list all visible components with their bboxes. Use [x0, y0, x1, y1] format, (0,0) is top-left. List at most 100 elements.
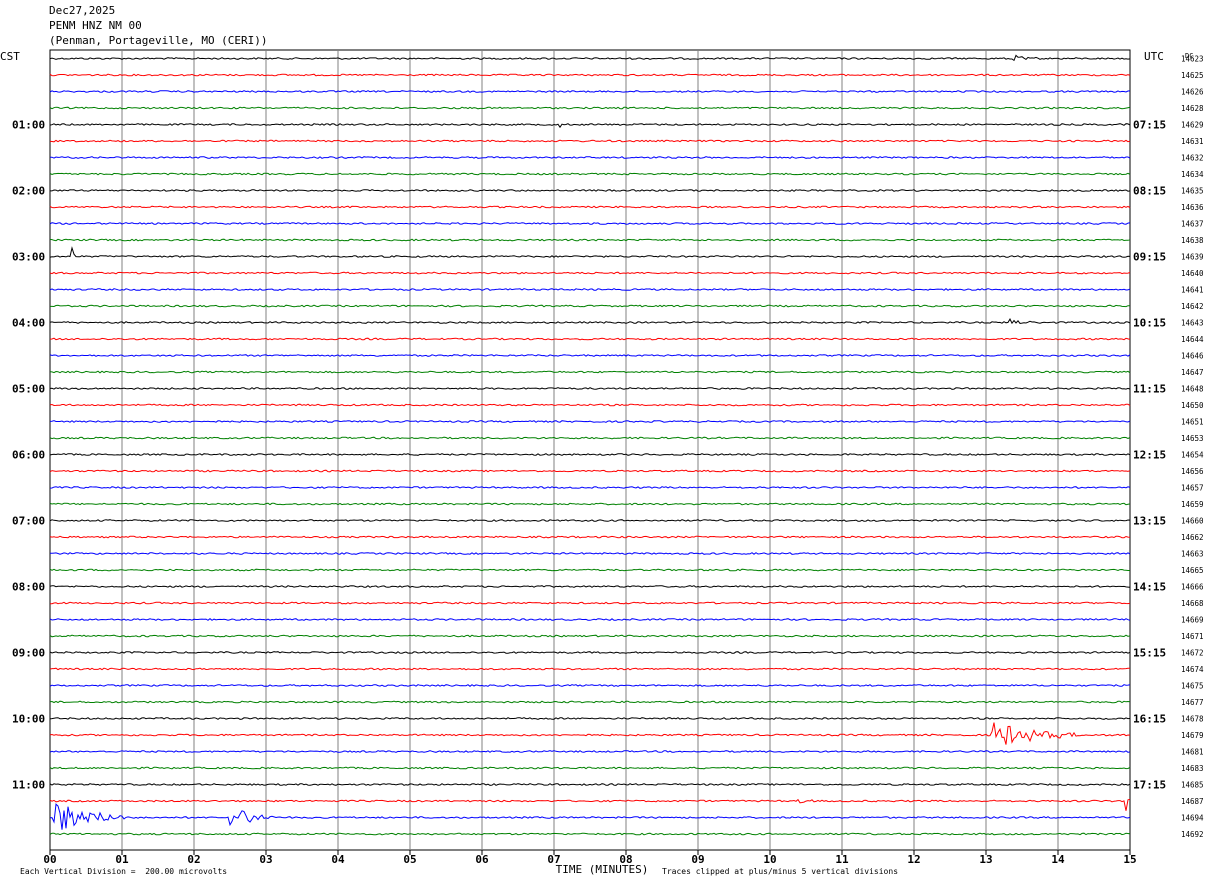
seismic-trace	[49, 568, 1130, 572]
footer-clip-note: Traces clipped at plus/minus 5 vertical …	[662, 867, 899, 876]
seismic-trace	[49, 354, 1131, 357]
seismic-trace	[49, 222, 1131, 225]
seismic-trace	[49, 123, 1131, 129]
dc-value-label: 14637	[1181, 220, 1204, 229]
x-tick-label: 13	[979, 853, 992, 866]
dc-value-label: 14671	[1181, 632, 1204, 641]
x-tick-label: 00	[43, 853, 56, 866]
seismic-trace	[49, 469, 1131, 473]
seismic-trace	[49, 684, 1131, 687]
seismic-trace	[49, 90, 1131, 93]
dc-value-label: 14641	[1181, 286, 1204, 295]
plot-frame	[49, 49, 1131, 851]
seismic-trace	[49, 783, 1131, 786]
utc-hour-label: 16:15	[1133, 713, 1166, 726]
x-tick-label: 14	[1051, 853, 1065, 866]
dc-value-label: 14648	[1181, 385, 1204, 394]
dc-value-label: 14656	[1181, 467, 1204, 476]
x-tick-label: 09	[691, 853, 704, 866]
dc-value-label: 14632	[1181, 154, 1204, 163]
cst-hour-label: 09:00	[12, 647, 45, 660]
cst-hour-label: 11:00	[12, 779, 45, 792]
seismic-trace	[49, 106, 1131, 110]
dc-value-label: 14635	[1181, 187, 1204, 196]
seismic-trace	[49, 651, 1131, 654]
dc-value-label: 14640	[1181, 269, 1204, 278]
seismic-trace	[49, 288, 1131, 291]
seismic-trace	[49, 601, 1131, 605]
dc-value-label: 14687	[1181, 797, 1204, 806]
seismic-trace	[50, 552, 1131, 555]
x-tick-label: 11	[835, 853, 849, 866]
seismic-trace	[49, 271, 1131, 275]
seismic-trace	[49, 722, 1131, 745]
dc-value-label: 14666	[1181, 583, 1204, 592]
cst-hour-label: 03:00	[12, 251, 45, 264]
dc-value-label: 14628	[1181, 104, 1204, 113]
dc-value-label: 14694	[1181, 814, 1204, 823]
seismic-trace	[49, 420, 1131, 423]
seismic-trace	[49, 436, 1131, 440]
dc-value-label: 14653	[1181, 434, 1204, 443]
dc-value-label: 14675	[1181, 682, 1204, 691]
dc-value-label: 14677	[1181, 698, 1204, 707]
date-label: Dec27,2025	[49, 4, 116, 17]
cst-hour-label: 10:00	[12, 713, 45, 726]
dc-value-label: 14636	[1181, 203, 1204, 212]
dc-value-label: 14663	[1181, 550, 1204, 559]
seismic-trace	[49, 453, 1131, 456]
dc-value-label: 14631	[1181, 137, 1204, 146]
utc-hour-label: 07:15	[1133, 119, 1166, 132]
seismic-trace	[49, 156, 1131, 159]
seismic-trace	[49, 700, 1131, 704]
seismic-trace	[49, 318, 1131, 325]
utc-hour-label: 08:15	[1133, 185, 1166, 198]
dc-value-label: 14657	[1181, 484, 1204, 493]
dc-value-label: 14679	[1181, 731, 1204, 740]
dc-value-label: 14662	[1181, 533, 1204, 542]
dc-value-label: 14625	[1181, 71, 1204, 80]
seismic-trace	[49, 403, 1131, 407]
utc-hour-label: 09:15	[1133, 251, 1166, 264]
dc-value-label: 14665	[1181, 566, 1204, 575]
utc-hour-label: 12:15	[1133, 449, 1166, 462]
seismic-trace	[49, 667, 1130, 671]
utc-zone-label: UTC	[1144, 50, 1164, 63]
seismic-trace	[49, 246, 1131, 258]
seismic-trace	[49, 73, 1131, 77]
seismic-trace	[49, 766, 1131, 770]
dc-value-label: 14650	[1181, 401, 1204, 410]
seismic-trace	[49, 502, 1131, 506]
seismic-trace	[49, 717, 1131, 720]
seismic-trace	[49, 832, 1131, 836]
dc-value-label: 14638	[1181, 236, 1204, 245]
dc-value-label: 14626	[1181, 88, 1204, 97]
seismic-trace	[49, 798, 1131, 811]
x-tick-label: 02	[187, 853, 200, 866]
seismic-trace	[49, 486, 1131, 489]
seismic-trace	[49, 803, 1131, 830]
dc-value-label: 14660	[1181, 517, 1204, 526]
x-tick-label: 10	[763, 853, 776, 866]
x-tick-label: 03	[259, 853, 272, 866]
cst-hour-label: 04:00	[12, 317, 45, 330]
dc-value-label: 14643	[1181, 319, 1204, 328]
seismic-trace	[49, 618, 1131, 621]
dc-value-label: 14683	[1181, 764, 1204, 773]
x-tick-label: 15	[1123, 853, 1136, 866]
x-tick-label: 04	[331, 853, 345, 866]
dc-value-label: 14678	[1181, 715, 1204, 724]
cst-hour-label: 08:00	[12, 581, 45, 594]
seismic-trace	[49, 172, 1131, 176]
station-label: PENM HNZ NM 00	[49, 19, 142, 32]
cst-hour-label: 07:00	[12, 515, 45, 528]
x-tick-label: 07	[547, 853, 560, 866]
location-label: (Penman, Portageville, MO (CERI))	[49, 34, 268, 47]
utc-hour-label: 10:15	[1133, 317, 1166, 330]
utc-hour-label: 17:15	[1133, 779, 1166, 792]
dc-value-label: 14668	[1181, 599, 1204, 608]
x-tick-label: 06	[475, 853, 489, 866]
seismic-trace	[49, 238, 1131, 242]
cst-hour-label: 05:00	[12, 383, 45, 396]
cst-hour-label: 01:00	[12, 119, 45, 132]
